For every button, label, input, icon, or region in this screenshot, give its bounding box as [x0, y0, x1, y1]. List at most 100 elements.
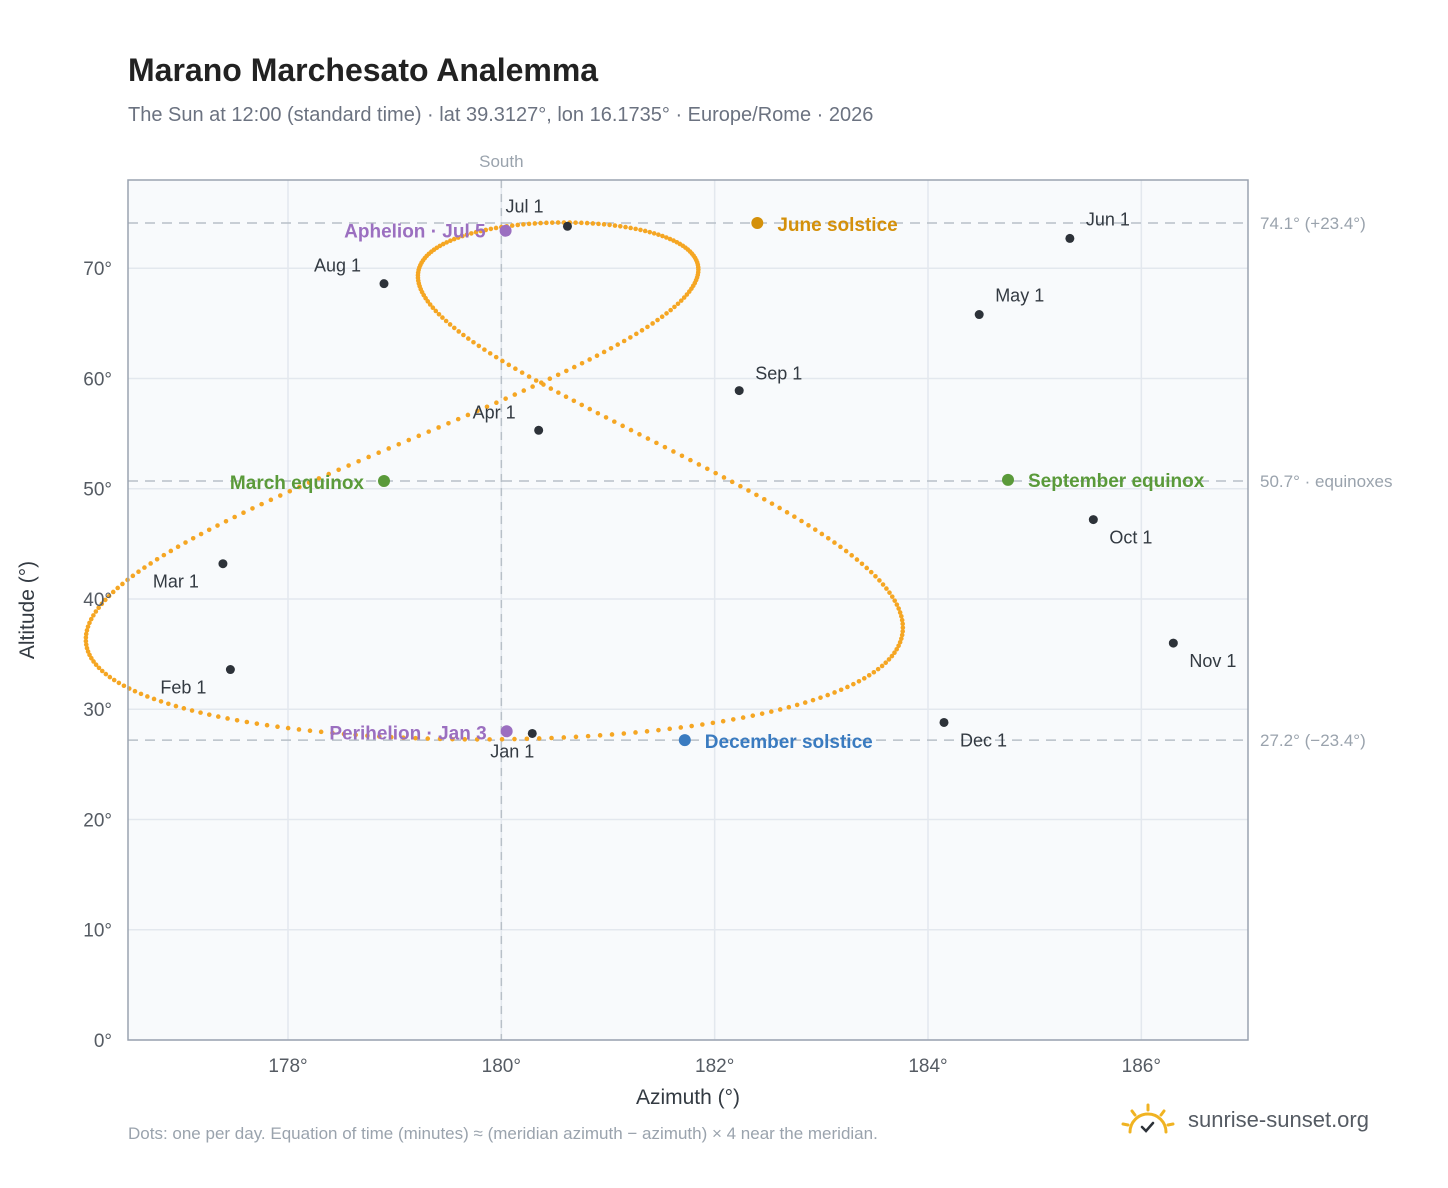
chart-subtitle: The Sun at 12:00 (standard time) · lat 3… [128, 104, 874, 126]
daily-point [161, 552, 167, 558]
month-label: Nov 1 [1189, 651, 1236, 671]
y-tick-label: 40° [83, 590, 112, 611]
daily-point [512, 392, 518, 397]
daily-point [590, 221, 596, 226]
daily-point [145, 694, 150, 699]
daily-point [664, 235, 669, 240]
daily-point [899, 632, 905, 638]
daily-point [166, 701, 171, 707]
daily-point [451, 236, 457, 242]
daily-point [621, 338, 627, 344]
month-label: Jan 1 [490, 741, 534, 761]
daily-point [579, 402, 585, 408]
meridian-label: South [479, 152, 523, 171]
daily-point [536, 736, 542, 741]
daily-point [656, 727, 661, 733]
month-marker [527, 728, 537, 738]
daily-point [366, 454, 371, 460]
y-tick-label: 0° [94, 1031, 112, 1052]
month-marker [1168, 638, 1178, 648]
month-marker [379, 279, 389, 289]
daily-point [103, 671, 109, 677]
daily-point [596, 221, 601, 227]
daily-point [794, 702, 800, 708]
daily-point [579, 360, 585, 366]
event-marker [751, 217, 764, 229]
daily-point [609, 732, 615, 737]
daily-point [346, 463, 351, 468]
daily-point [597, 733, 603, 738]
daily-point [456, 329, 462, 334]
daily-point [232, 514, 237, 520]
daily-point [879, 663, 885, 669]
month-label: Aug 1 [314, 256, 361, 276]
daily-point [656, 232, 661, 237]
daily-point [521, 388, 527, 393]
daily-point [678, 298, 684, 303]
daily-point [526, 221, 532, 227]
daily-point [777, 505, 782, 511]
daily-point [900, 621, 905, 627]
daily-point [769, 501, 775, 506]
daily-point [651, 231, 657, 236]
daily-point [241, 510, 246, 516]
month-marker [1088, 515, 1098, 525]
daily-point [151, 696, 157, 702]
daily-point [83, 638, 89, 644]
daily-point [792, 514, 797, 519]
daily-point [465, 412, 471, 418]
daily-point [318, 729, 324, 735]
analemma-curve [83, 220, 906, 742]
daily-point [544, 220, 549, 226]
daily-point [493, 354, 499, 360]
daily-point [720, 718, 726, 724]
daily-point [154, 557, 160, 562]
daily-point [659, 314, 665, 320]
daily-point [729, 479, 735, 485]
daily-point [548, 386, 554, 391]
daily-point [87, 620, 92, 626]
daily-point [474, 737, 480, 742]
reference-line-label: 74.1° (+23.4°) [1260, 214, 1366, 233]
daily-point [530, 384, 535, 389]
daily-point [866, 673, 872, 678]
daily-point [430, 305, 436, 310]
event-marker [378, 475, 390, 487]
daily-point [401, 735, 406, 741]
brand[interactable]: sunrise-sunset.org [1120, 1102, 1369, 1138]
daily-point [533, 378, 539, 383]
event-label: Perihelion · Jan 3 [329, 723, 486, 744]
daily-point [440, 241, 446, 247]
event-label: December solstice [705, 732, 873, 753]
daily-point [573, 220, 578, 225]
daily-point [234, 717, 240, 723]
daily-point [894, 602, 900, 607]
daily-point [818, 695, 823, 700]
daily-point [556, 390, 561, 395]
daily-point [444, 240, 449, 245]
daily-point [660, 233, 665, 239]
x-tick-label: 184° [908, 1056, 947, 1077]
daily-point [494, 400, 499, 405]
daily-point [264, 722, 270, 728]
daily-point [549, 735, 554, 741]
daily-point [132, 688, 138, 694]
daily-point [484, 404, 490, 410]
daily-point [587, 357, 592, 362]
reference-line-label: 27.2° (−23.4°) [1260, 731, 1366, 750]
daily-point [168, 548, 174, 554]
daily-point [244, 719, 250, 725]
daily-point [190, 535, 196, 541]
daily-point [175, 544, 181, 550]
daily-point [799, 518, 804, 524]
daily-point [96, 605, 101, 611]
daily-point [740, 715, 746, 720]
daily-point [487, 351, 493, 356]
daily-point [386, 446, 392, 451]
daily-point [704, 466, 710, 472]
daily-point [555, 220, 561, 225]
daily-point [121, 683, 127, 689]
daily-point [519, 370, 525, 375]
daily-point [447, 322, 453, 327]
daily-point [469, 231, 474, 236]
